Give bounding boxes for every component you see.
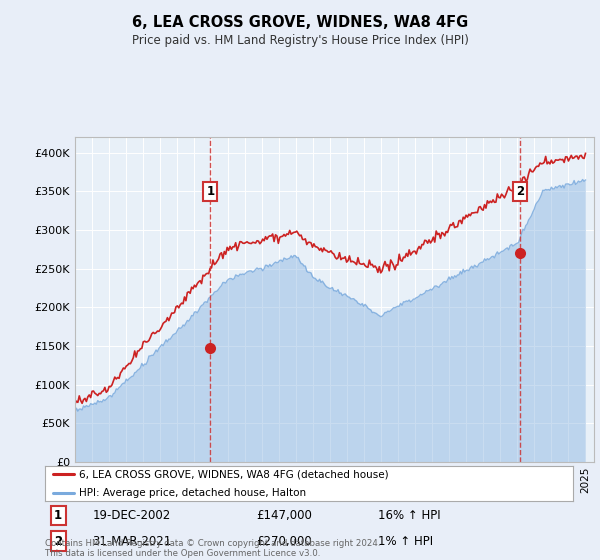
Text: 2: 2 — [54, 535, 62, 548]
Text: £270,000: £270,000 — [256, 535, 312, 548]
Text: HPI: Average price, detached house, Halton: HPI: Average price, detached house, Halt… — [79, 488, 307, 497]
Text: 2: 2 — [516, 185, 524, 198]
Text: 1% ↑ HPI: 1% ↑ HPI — [377, 535, 433, 548]
Text: 1: 1 — [206, 185, 215, 198]
Text: 6, LEA CROSS GROVE, WIDNES, WA8 4FG: 6, LEA CROSS GROVE, WIDNES, WA8 4FG — [132, 15, 468, 30]
Text: £147,000: £147,000 — [256, 509, 312, 522]
Text: 31-MAR-2021: 31-MAR-2021 — [92, 535, 172, 548]
Text: 6, LEA CROSS GROVE, WIDNES, WA8 4FG (detached house): 6, LEA CROSS GROVE, WIDNES, WA8 4FG (det… — [79, 469, 389, 479]
Text: Contains HM Land Registry data © Crown copyright and database right 2024.
This d: Contains HM Land Registry data © Crown c… — [45, 539, 380, 558]
Text: 19-DEC-2002: 19-DEC-2002 — [92, 509, 171, 522]
Text: Price paid vs. HM Land Registry's House Price Index (HPI): Price paid vs. HM Land Registry's House … — [131, 34, 469, 46]
Text: 16% ↑ HPI: 16% ↑ HPI — [377, 509, 440, 522]
Text: 1: 1 — [54, 509, 62, 522]
